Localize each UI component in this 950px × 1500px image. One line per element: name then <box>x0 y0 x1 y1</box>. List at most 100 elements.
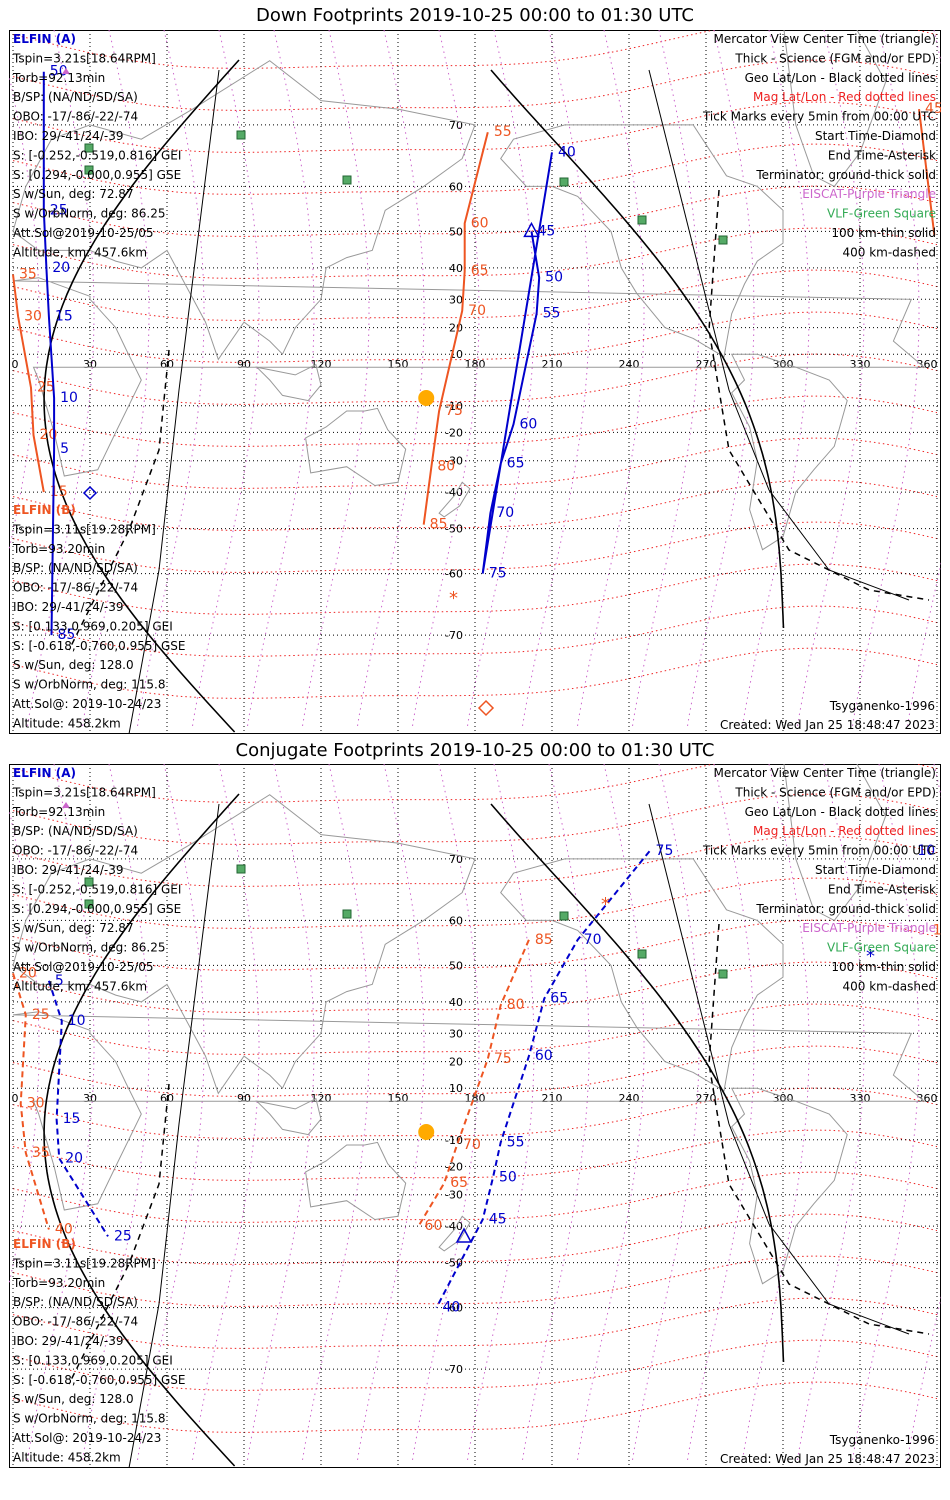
elfin-b-info-line: Tspin=3.11s[19.28RPM] <box>12 1256 156 1270</box>
legend-line: Mercator View Center Time (triangle) <box>714 766 936 780</box>
elfin-b-info-line: S: [-0.618,-0.760,0.955] GSE <box>13 639 186 653</box>
coastline <box>500 858 784 1092</box>
lat-tick-label: -50 <box>445 523 463 536</box>
panel-1-title: Down Footprints 2019-10-25 00:00 to 01:3… <box>256 5 694 26</box>
legend-line: Start Time-Diamond <box>815 863 936 877</box>
elfin-a-info-line: Altitude, km: 457.6km <box>13 245 147 259</box>
lon-tick-label: 180 <box>465 1092 486 1105</box>
lat-tick-label: -70 <box>445 1363 463 1376</box>
legend-line: VLF-Green Square <box>827 207 936 221</box>
elfin-b-info-line: OBO: -17/-86/-22/-74 <box>13 581 138 595</box>
elfin-b-tick-label: 85 <box>430 517 448 533</box>
elfin-a-tick-label: 60 <box>535 1048 553 1064</box>
elfin-b-tick-label: 55 <box>494 124 512 140</box>
elfin-a-tick-label: 85 <box>58 627 76 643</box>
elfin-b-info-line: S w/Sun, deg: 128.0 <box>13 1392 134 1406</box>
conjugate-footprints-map: 0 30 60 90 120 150 180 210 240 270 300 330 360706050… <box>9 764 941 1468</box>
lat-tick-label: -10 <box>445 1134 463 1147</box>
created-timestamp: Created: Wed Jan 25 18:48:47 2023 <box>720 1452 935 1466</box>
vlf-square <box>559 911 569 921</box>
lon-tick-label: 120 <box>311 1092 332 1105</box>
elfin-a-info-line: B/SP: (NA/ND/SD/SA) <box>13 90 138 104</box>
lon-tick-label: 210 <box>542 1092 563 1105</box>
elfin-a-tick-label: 65 <box>507 456 525 472</box>
terminator-100km <box>648 803 910 1335</box>
elfin-b-track <box>12 274 45 493</box>
vlf-square <box>342 175 352 185</box>
elfin-b-info-line: S w/OrbNorm, deg: 115.8 <box>13 678 165 692</box>
elfin-a-track <box>47 980 109 1237</box>
lon-tick-label: 270 <box>696 1092 717 1105</box>
terminator-100km <box>648 69 910 601</box>
elfin-a-info-line: Altitude, km: 457.6km <box>13 979 147 993</box>
legend-line: Thick - Science (FGM and/or EPD) <box>734 785 936 799</box>
elfin-a-header: ELFIN (A) <box>13 32 76 46</box>
elfin-b-tick-label: 30 <box>24 309 42 325</box>
elfin-a-tick-label: 10 <box>68 1013 86 1029</box>
elfin-a-tick-label: 70 <box>496 505 514 521</box>
legend-line: Terminator: ground-thick solid <box>755 168 936 182</box>
legend-line: EISCAT-Purple Triangle <box>802 187 936 201</box>
elfin-b-header: ELFIN (B) <box>13 503 76 517</box>
elfin-a-info-line: S: [-0.252,-0.519,0.816] GEI <box>13 148 181 162</box>
coastline <box>12 60 476 361</box>
terminator-400km <box>708 189 930 601</box>
legend-line: Terminator: ground-thick solid <box>755 902 936 916</box>
elfin-b-info-line: S: [0.133,0.969,0.205] GEI <box>13 619 173 633</box>
elfin-b-tick-label: 65 <box>471 263 489 279</box>
lat-tick-label: 50 <box>449 225 463 238</box>
lat-tick-label: 60 <box>449 180 463 193</box>
elfin-b-info-line: Att.Sol@: 2019-10-24/23 <box>13 697 161 711</box>
elfin-a-info-line: S: [0.294,-0.000,0.955] GSE <box>13 902 181 916</box>
created-timestamp: Created: Wed Jan 25 18:48:47 2023 <box>720 718 935 732</box>
elfin-a-info-line: OBO: -17/-86/-22/-74 <box>13 844 138 858</box>
elfin-a-tick-label: 75 <box>489 566 507 582</box>
coastline <box>438 481 471 518</box>
coastline <box>255 363 322 402</box>
elfin-b-tick-label: 60 <box>425 1218 443 1234</box>
lat-tick-label: -40 <box>445 1220 463 1233</box>
end-time-asterisk: * <box>449 588 458 609</box>
coastline <box>783 30 887 188</box>
lon-tick-label: 120 <box>311 358 332 371</box>
legend-line: Tick Marks every 5min from 00:00 UTC <box>702 844 936 858</box>
view-center-triangle <box>523 221 540 238</box>
vlf-square <box>718 235 728 245</box>
lat-tick-label: -30 <box>445 455 463 468</box>
elfin-b-tick-label: 20 <box>40 427 58 443</box>
elfin-b-info-line: B/SP: (NA/ND/SD/SA) <box>13 1295 138 1309</box>
lat-tick-label: -30 <box>445 1189 463 1202</box>
lat-tick-label: -60 <box>445 568 463 581</box>
elfin-b-info-line: Torb=93.20min <box>12 542 105 556</box>
vlf-square <box>236 864 246 874</box>
vlf-square <box>84 143 94 153</box>
coastline <box>255 1097 322 1136</box>
lon-tick-label: 360 <box>917 1092 938 1105</box>
lon-tick-label: 30 <box>83 1092 97 1105</box>
elfin-a-tick-label: 55 <box>507 1134 525 1150</box>
elfin-a-tick-label: 10 <box>60 390 78 406</box>
lat-tick-label: -70 <box>445 629 463 642</box>
lon-tick-label: 30 <box>83 358 97 371</box>
vlf-square <box>84 165 94 175</box>
coastline <box>783 764 887 922</box>
eiscat-triangle <box>62 68 70 74</box>
elfin-a-info-line: S w/OrbNorm, deg: 86.25 <box>13 941 165 955</box>
terminator-ground <box>43 793 240 1467</box>
elfin-b-header: ELFIN (B) <box>13 1237 76 1251</box>
coastline <box>12 794 476 1095</box>
vlf-square <box>236 130 246 140</box>
lat-tick-label: 40 <box>449 262 463 275</box>
lat-tick-label: -10 <box>445 400 463 413</box>
coastline <box>12 277 926 477</box>
elfin-b-tick-label: 60 <box>471 215 489 231</box>
legend-line: 400 km-dashed <box>842 979 936 993</box>
elfin-b-tick-label: 75 <box>445 403 463 419</box>
elfin-a-tick-label: 20 <box>65 1150 83 1166</box>
elfin-a-info-line: IBO: 29/-41/24/-39 <box>13 129 124 143</box>
elfin-a-tick-label: 75 <box>656 843 674 859</box>
vlf-square <box>84 877 94 887</box>
elfin-b-info-line: Torb=93.20min <box>12 1276 105 1290</box>
elfin-b-tick-label: 70 <box>468 303 486 319</box>
elfin-b-tick-label: 80 <box>437 459 455 475</box>
